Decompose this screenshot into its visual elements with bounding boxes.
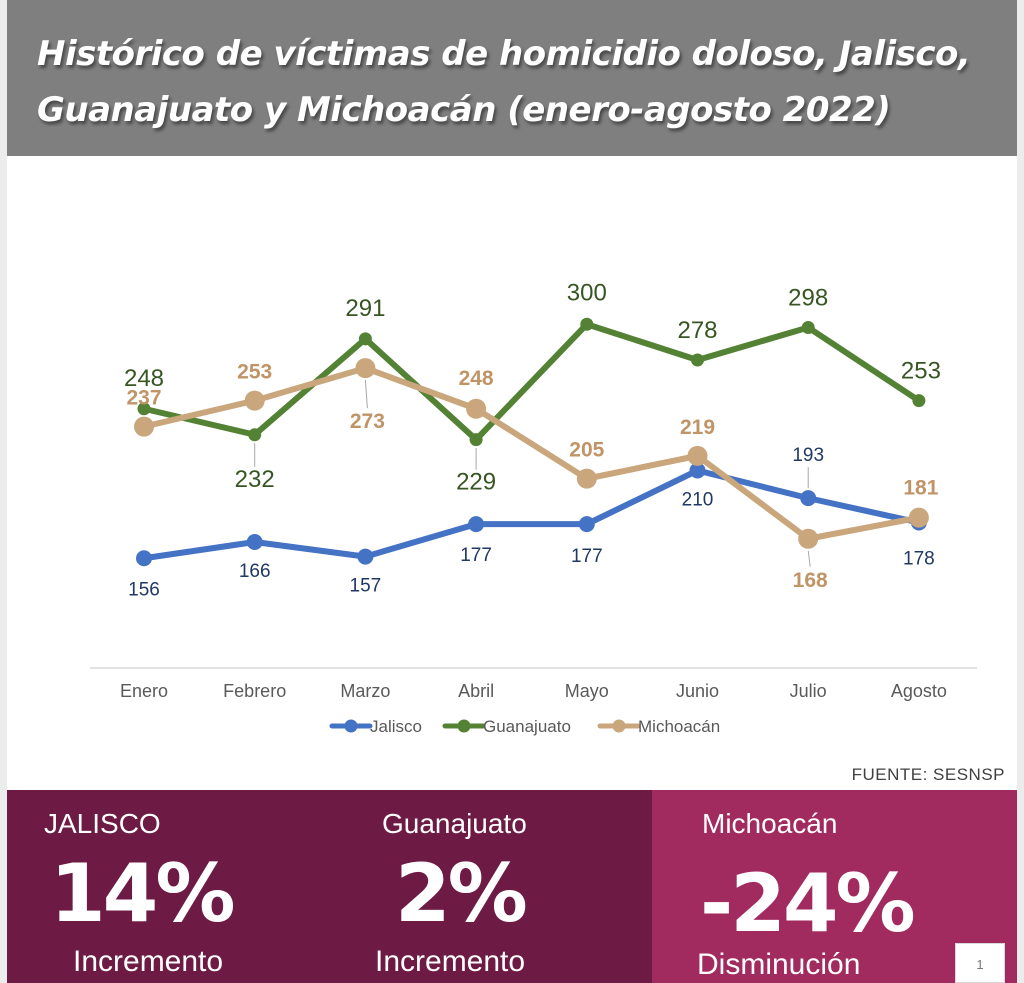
data-point [689, 462, 706, 479]
stat-state-name: JALISCO [44, 808, 161, 839]
legend-label: Guanajuato [483, 717, 571, 736]
data-label: 300 [567, 279, 607, 306]
legend-label: Michoacán [638, 717, 720, 736]
data-label: 278 [677, 317, 717, 344]
page-number: 1 [955, 943, 1005, 983]
x-tick-label: Abril [458, 681, 494, 701]
x-tick-label: Febrero [223, 681, 286, 701]
data-label: 177 [571, 546, 603, 567]
stat-trend-label: Incremento [375, 945, 526, 978]
data-label: 248 [459, 367, 494, 390]
stat-guanajuato: Guanajuato 2% Incremento [337, 790, 652, 983]
data-label: 168 [793, 569, 828, 592]
data-point [580, 317, 594, 331]
legend-marker [457, 719, 471, 733]
line-chart: Enero Febrero Marzo Abril Mayo Junio Julio Agos… [90, 279, 977, 736]
data-point [469, 433, 483, 447]
legend-label: Jalisco [370, 717, 422, 736]
x-tick-label: Marzo [340, 681, 390, 701]
data-point [798, 528, 819, 549]
data-label: 229 [456, 469, 496, 496]
data-label: 219 [680, 416, 715, 439]
x-tick-label: Enero [120, 681, 168, 701]
page: Histórico de víctimas de homicidio dolos… [7, 0, 1017, 983]
data-point [466, 398, 487, 419]
x-tick-label: Junio [676, 681, 719, 701]
legend-marker [344, 719, 358, 733]
data-label: 298 [788, 285, 828, 312]
data-point [357, 548, 374, 565]
stat-percentage: -24% [700, 857, 916, 950]
data-label: 291 [345, 295, 385, 322]
stat-state-name: Michoacán [702, 808, 838, 839]
x-tick-label: Mayo [565, 681, 609, 701]
data-point [691, 353, 704, 367]
data-point [137, 402, 151, 416]
data-point [244, 390, 265, 411]
data-label: 178 [903, 549, 935, 570]
data-label: 181 [903, 477, 938, 500]
data-point [358, 332, 372, 346]
data-label: 237 [126, 387, 161, 410]
data-point [246, 534, 263, 550]
data-point [800, 490, 817, 507]
x-tick-label: Agosto [891, 681, 947, 701]
stat-percentage: 2% [395, 847, 528, 940]
page-title: Histórico de víctimas de homicidio dolos… [37, 34, 971, 130]
data-point [576, 468, 597, 489]
data-point [578, 516, 595, 533]
data-label: 157 [350, 576, 382, 597]
stats-panel-accent: Michoacán -24% Disminución 1 [652, 790, 1017, 983]
data-point [801, 321, 815, 334]
data-point [687, 445, 708, 466]
data-label: 248 [124, 365, 164, 392]
stats-panel-dark: JALISCO 14% Incremento Guanajuato 2% Inc… [7, 790, 652, 983]
data-label: 177 [460, 545, 492, 566]
header-banner: Histórico de víctimas de homicidio dolos… [7, 0, 1017, 156]
stat-trend-label: Disminución [697, 948, 861, 981]
stat-state-name: Guanajuato [382, 808, 527, 839]
data-label: 210 [682, 490, 714, 511]
source-note: FUENTE: SESNSP [851, 765, 1005, 784]
label-leader-line [807, 550, 811, 567]
data-label: 273 [350, 410, 385, 433]
data-point [248, 428, 262, 442]
stat-jalisco: JALISCO 14% Incremento [7, 790, 337, 983]
data-label: 232 [235, 466, 275, 493]
data-point [134, 416, 154, 437]
x-tick-label: Julio [790, 681, 827, 701]
series-line-michoacán [141, 365, 922, 542]
stat-michoacan: Michoacán -24% Disminución [652, 790, 1017, 983]
data-point [355, 358, 376, 379]
data-point [908, 507, 929, 528]
series-line-jalisco [141, 467, 922, 562]
data-label: 205 [569, 439, 604, 462]
stat-percentage: 14% [50, 847, 235, 940]
data-point [136, 550, 152, 567]
data-label: 156 [128, 579, 160, 600]
data-label: 253 [237, 361, 272, 384]
legend-marker [612, 719, 626, 733]
stat-trend-label: Incremento [73, 945, 224, 978]
data-label: 253 [901, 358, 941, 385]
series-line-guanajuato [141, 321, 922, 443]
data-point [912, 394, 926, 408]
label-leader-line [364, 380, 368, 409]
data-label: 166 [239, 561, 271, 582]
data-point [468, 516, 485, 533]
data-label: 193 [792, 445, 824, 466]
